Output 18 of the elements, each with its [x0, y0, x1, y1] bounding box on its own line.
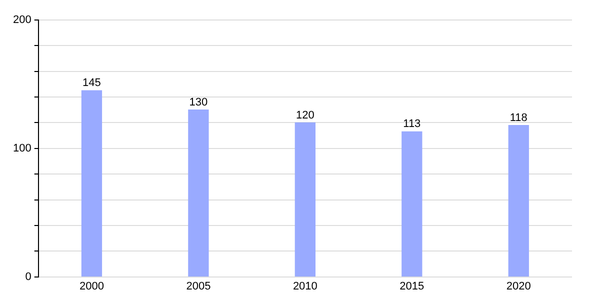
data-label: 120	[296, 109, 314, 122]
data-label: 130	[189, 96, 208, 108]
bar	[188, 110, 209, 277]
x-tick-label: 2010	[292, 280, 318, 292]
bar	[81, 90, 102, 277]
bar	[294, 122, 316, 277]
y-tick-label: 0	[25, 270, 32, 283]
x-tick-label: 2015	[400, 280, 424, 292]
x-tick-label: 2000	[79, 280, 104, 292]
data-label: 118	[510, 112, 528, 124]
bar	[508, 124, 529, 277]
bar	[402, 131, 422, 277]
x-tick-label: 2020	[506, 280, 531, 292]
y-tick-label: 200	[12, 14, 32, 26]
y-tick-label: 100	[12, 142, 32, 154]
data-label: 145	[82, 77, 101, 90]
data-label: 113	[403, 118, 421, 130]
x-tick-label: 2005	[186, 280, 211, 292]
